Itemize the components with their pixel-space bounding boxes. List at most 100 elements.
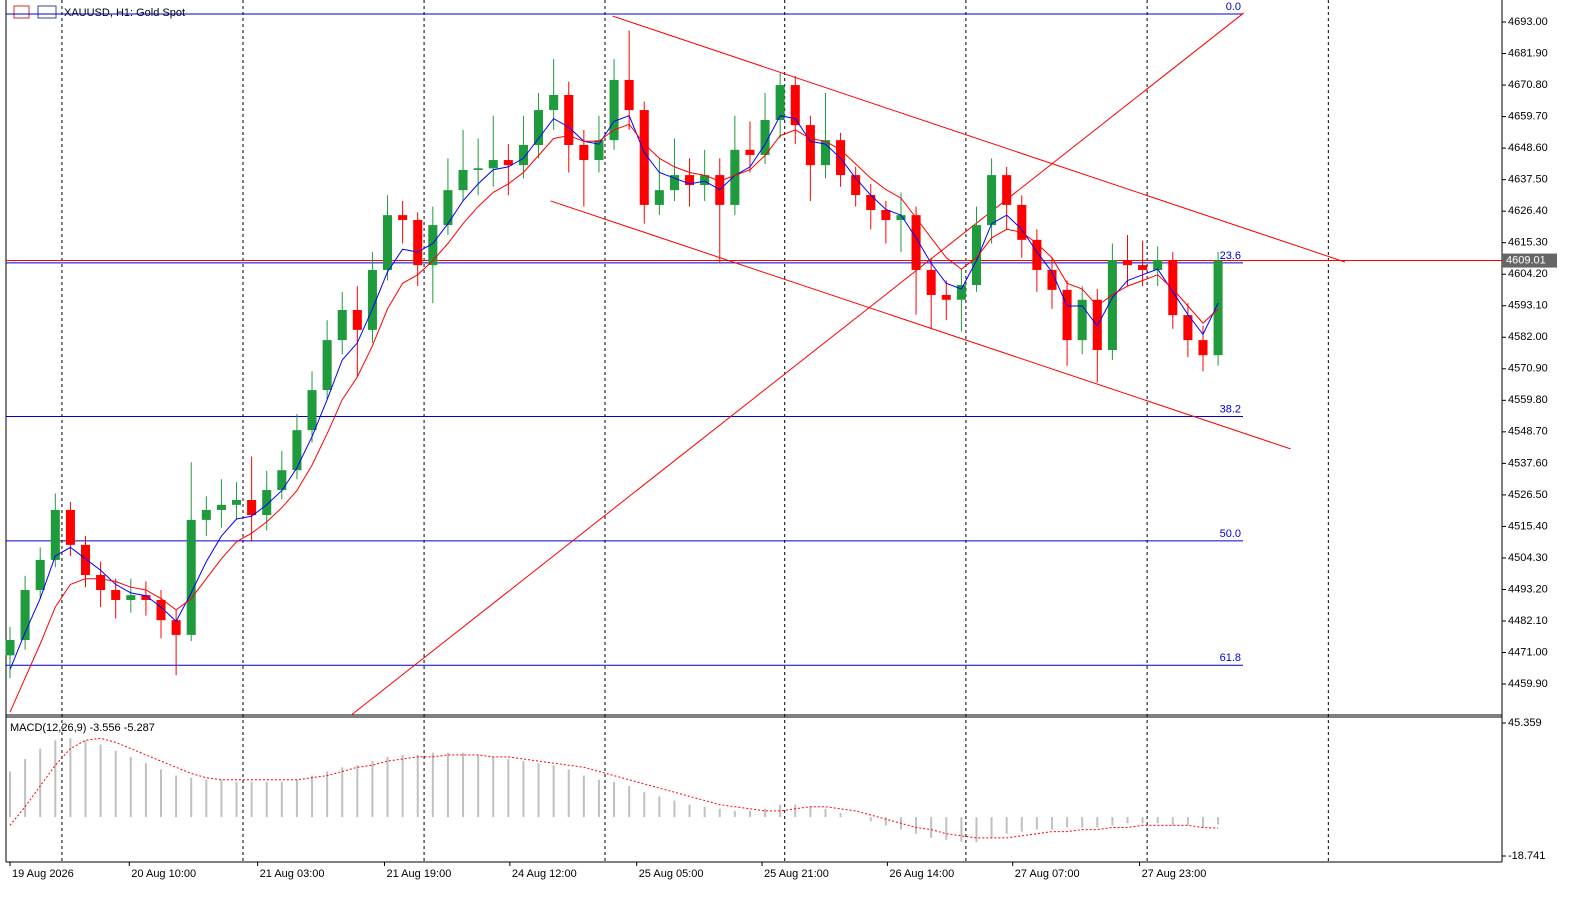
fib-label: 23.6 xyxy=(1220,250,1241,262)
candle-body xyxy=(231,500,242,505)
last-price-box xyxy=(1502,253,1557,268)
candle-body xyxy=(609,79,619,141)
candle-body xyxy=(941,294,951,300)
y-tick-label: 4626.40 xyxy=(1508,205,1548,217)
candle-body xyxy=(1032,239,1042,270)
candle-body xyxy=(1077,299,1087,341)
y-tick-label: 4548.70 xyxy=(1508,426,1548,438)
y-tick-label: 4526.50 xyxy=(1508,489,1548,501)
y-tick-label: 4693.00 xyxy=(1508,16,1548,28)
y-tick-label: 4471.00 xyxy=(1508,646,1548,658)
x-tick-label: 25 Aug 05:00 xyxy=(639,868,704,880)
x-tick-label: 19 Aug 2026 xyxy=(12,868,74,880)
candle-body xyxy=(654,190,664,205)
y-tick-label: 4570.90 xyxy=(1508,363,1548,375)
candle-body xyxy=(594,140,604,161)
candle-body xyxy=(1047,269,1057,290)
candle-body xyxy=(352,309,362,330)
candle-body xyxy=(1017,204,1027,240)
trend-line xyxy=(612,15,1346,263)
moving-average xyxy=(9,115,1219,670)
x-tick-label: 24 Aug 12:00 xyxy=(512,868,577,880)
candle-body xyxy=(1183,315,1193,341)
y-tick-label: 4637.50 xyxy=(1508,174,1548,186)
fib-label: 38.2 xyxy=(1220,403,1241,415)
candle-body xyxy=(111,590,121,600)
candle-body xyxy=(669,175,679,191)
candle-body xyxy=(579,144,589,161)
y-tick-label: 4648.60 xyxy=(1508,142,1548,154)
x-tick-label: 27 Aug 23:00 xyxy=(1142,868,1207,880)
x-tick-label: 21 Aug 03:00 xyxy=(260,868,325,880)
candle-body xyxy=(866,194,876,211)
symbol-icon xyxy=(13,5,57,19)
candle-body xyxy=(775,85,785,120)
candle-body xyxy=(458,169,468,191)
candle-body xyxy=(896,215,906,220)
candle-body xyxy=(564,95,574,145)
candle-body xyxy=(881,210,891,220)
candle-body xyxy=(488,160,498,169)
candle-body xyxy=(156,599,166,621)
x-tick-label: 27 Aug 07:00 xyxy=(1015,868,1080,880)
candle-body xyxy=(745,149,755,155)
x-tick-label: 26 Aug 14:00 xyxy=(889,868,954,880)
candle-body xyxy=(1168,260,1178,316)
candle-body xyxy=(518,144,528,166)
candle-body xyxy=(80,544,91,575)
candle-body xyxy=(247,500,257,516)
candle-body xyxy=(1213,260,1223,356)
candle-body xyxy=(851,175,861,195)
candle-body xyxy=(685,175,695,186)
candle-body xyxy=(65,509,75,545)
y-tick-label: 4482.10 xyxy=(1508,615,1548,627)
y-tick-label: 4515.40 xyxy=(1508,520,1548,532)
y-tick-label: 4670.80 xyxy=(1508,79,1548,91)
y-tick-label: 45.359 xyxy=(1508,717,1542,729)
trend-line xyxy=(550,200,1291,450)
candle-body xyxy=(201,509,211,520)
candle-body xyxy=(262,490,272,516)
y-tick-label: 4615.30 xyxy=(1508,237,1548,249)
candle-body xyxy=(1002,175,1012,205)
moving-average xyxy=(9,123,1219,713)
y-tick-label: 4681.90 xyxy=(1508,47,1548,59)
candle-body xyxy=(383,215,393,270)
x-tick-label: 21 Aug 19:00 xyxy=(387,868,452,880)
candle-body xyxy=(911,215,921,270)
indicator-title: MACD(12,26,9) -3.556 -5.287 xyxy=(10,722,155,734)
candle-body xyxy=(322,340,332,391)
candle-body xyxy=(428,225,438,266)
icon xyxy=(37,5,57,19)
candle-body xyxy=(292,430,302,471)
candle-body xyxy=(216,504,226,510)
y-tick-label: 4537.60 xyxy=(1508,457,1548,469)
candle-body xyxy=(549,95,559,111)
candle-body xyxy=(413,219,423,266)
icon xyxy=(13,5,30,19)
candle-body xyxy=(534,110,544,145)
y-tick-label: 4604.20 xyxy=(1508,268,1548,280)
x-tick-label: 20 Aug 10:00 xyxy=(131,868,196,880)
y-tick-label: 4559.80 xyxy=(1508,394,1548,406)
candle-body xyxy=(367,269,377,330)
fib-label: 50.0 xyxy=(1220,528,1241,540)
y-tick-label: -18.741 xyxy=(1508,850,1545,862)
candle-body xyxy=(730,149,740,205)
candle-body xyxy=(337,309,347,341)
candle-body xyxy=(820,140,830,166)
candle-body xyxy=(171,620,181,635)
candle-body xyxy=(624,79,634,111)
candle-body xyxy=(50,509,60,560)
candle-body xyxy=(5,640,15,656)
candle-body xyxy=(987,175,997,226)
candle-body xyxy=(20,590,30,641)
candle-body xyxy=(1107,260,1117,351)
y-tick-label: 4459.90 xyxy=(1508,678,1548,690)
candle-body xyxy=(760,119,770,155)
candle-body xyxy=(35,559,45,591)
candle-body xyxy=(1062,289,1072,341)
y-tick-label: 4659.70 xyxy=(1508,110,1548,122)
candle-body xyxy=(96,574,106,591)
